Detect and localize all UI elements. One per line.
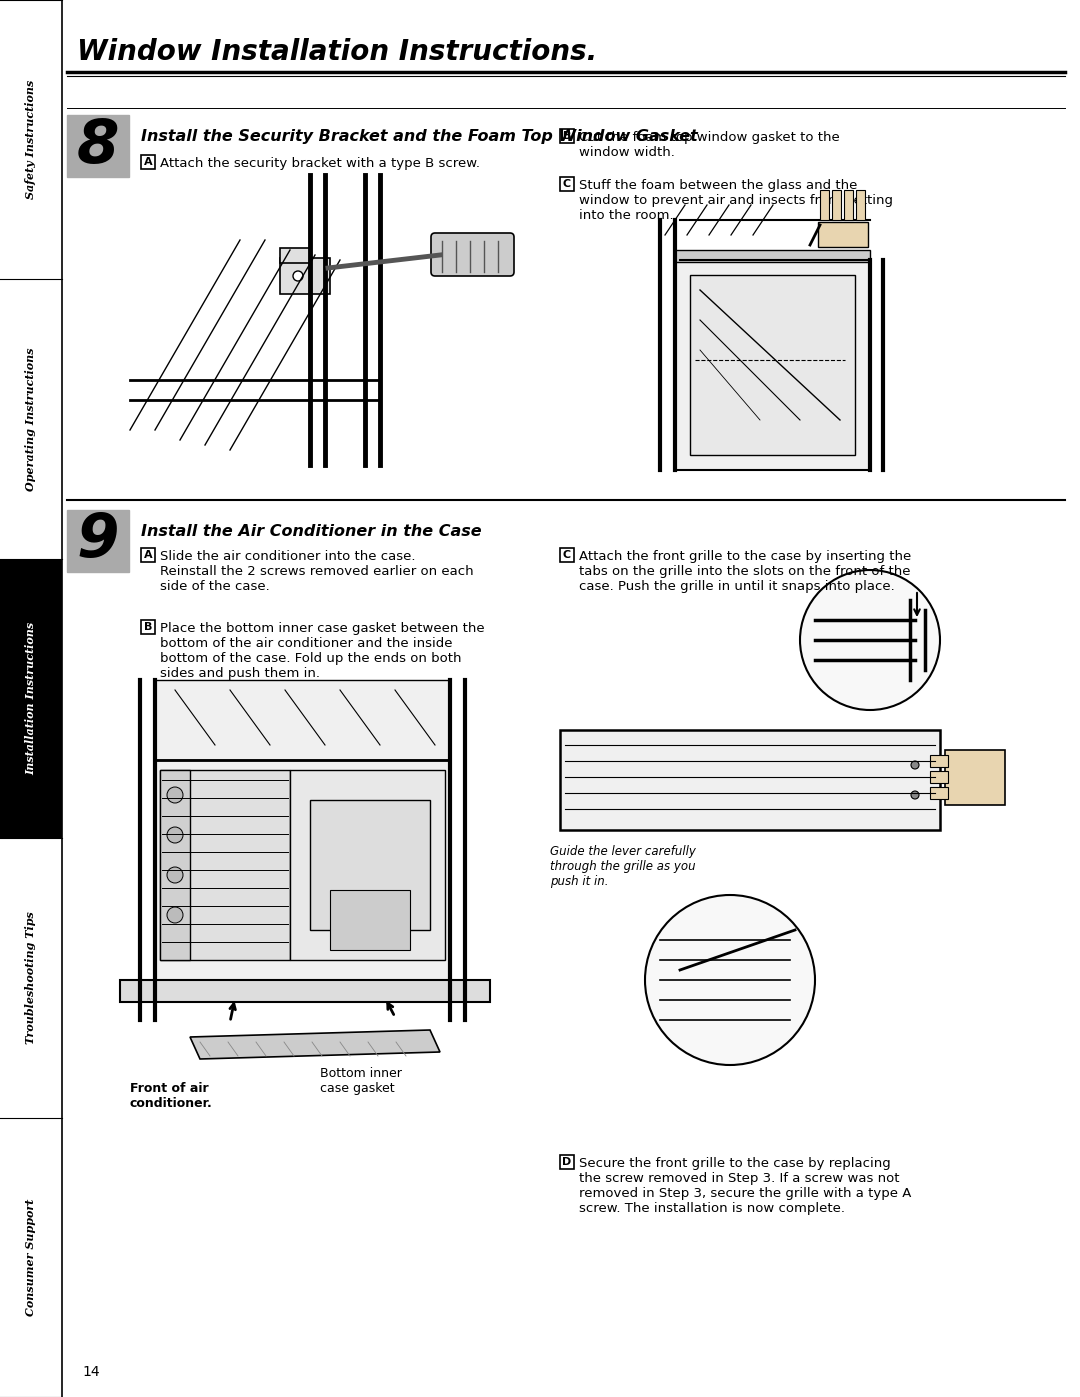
Circle shape (167, 868, 183, 883)
Bar (0, 838, 62, 1118)
Text: Window Installation Instructions.: Window Installation Instructions. (77, 38, 597, 66)
Bar (280, 258, 330, 293)
Bar (818, 222, 868, 247)
Bar (141, 620, 156, 634)
Bar (832, 190, 841, 219)
Text: D: D (563, 1157, 571, 1166)
Text: Bottom inner
case gasket: Bottom inner case gasket (320, 1067, 402, 1095)
Circle shape (167, 827, 183, 842)
Bar (561, 731, 940, 830)
Text: 8: 8 (77, 116, 119, 176)
Bar (843, 190, 853, 219)
Circle shape (912, 761, 919, 768)
Text: Safety Instructions: Safety Instructions (26, 80, 37, 200)
Bar (160, 770, 190, 960)
Bar (561, 129, 573, 142)
Text: Installation Instructions: Installation Instructions (26, 622, 37, 775)
Bar (67, 115, 129, 177)
Bar (0, 279, 62, 559)
Text: Cut the foam top window gasket to the
window width.: Cut the foam top window gasket to the wi… (579, 131, 840, 159)
Text: 9: 9 (77, 511, 119, 570)
Bar (561, 1155, 573, 1169)
Bar (120, 981, 490, 1002)
Bar (930, 754, 948, 767)
Bar (690, 275, 855, 455)
Text: Operating Instructions: Operating Instructions (26, 348, 37, 490)
Text: Troubleshooting Tips: Troubleshooting Tips (26, 911, 37, 1045)
Bar (856, 190, 865, 219)
Bar (310, 800, 430, 930)
Text: Guide the lever carefully
through the grille as you
push it in.: Guide the lever carefully through the gr… (550, 845, 696, 888)
Bar (0, 559, 62, 838)
Circle shape (645, 895, 815, 1065)
Text: Slide the air conditioner into the case.
Reinstall the 2 screws removed earlier : Slide the air conditioner into the case.… (160, 550, 474, 592)
Bar (156, 680, 450, 760)
Bar (160, 770, 291, 960)
Text: A: A (144, 550, 152, 560)
Text: Install the Air Conditioner in the Case: Install the Air Conditioner in the Case (141, 524, 482, 539)
Text: Attach the front grille to the case by inserting the
tabs on the grille into the: Attach the front grille to the case by i… (579, 550, 912, 592)
FancyBboxPatch shape (431, 233, 514, 277)
Circle shape (912, 791, 919, 799)
Text: C: C (563, 550, 571, 560)
Text: A: A (144, 156, 152, 168)
Polygon shape (190, 1030, 440, 1059)
Circle shape (293, 271, 303, 281)
Circle shape (167, 907, 183, 923)
Circle shape (167, 787, 183, 803)
Text: Attach the security bracket with a type B screw.: Attach the security bracket with a type … (160, 156, 480, 170)
Text: 14: 14 (82, 1365, 99, 1379)
Bar (156, 760, 450, 981)
Text: B: B (144, 622, 152, 631)
Bar (330, 890, 410, 950)
Text: Stuff the foam between the glass and the
window to prevent air and insects from : Stuff the foam between the glass and the… (579, 179, 893, 222)
Text: Install the Security Bracket and the Foam Top Window Gasket: Install the Security Bracket and the Foa… (141, 129, 698, 144)
Bar (930, 771, 948, 782)
Bar (67, 510, 129, 571)
Bar (280, 249, 310, 263)
Bar (291, 770, 445, 960)
Text: Place the bottom inner case gasket between the
bottom of the air conditioner and: Place the bottom inner case gasket betwe… (160, 622, 485, 680)
Bar (820, 190, 829, 219)
Circle shape (800, 570, 940, 710)
Bar (945, 750, 1005, 805)
Bar (675, 250, 870, 263)
Text: B: B (563, 131, 571, 141)
Text: Front of air
conditioner.: Front of air conditioner. (130, 1083, 213, 1111)
Text: Consumer Support: Consumer Support (26, 1199, 37, 1316)
Bar (141, 155, 156, 169)
Text: Secure the front grille to the case by replacing
the screw removed in Step 3. If: Secure the front grille to the case by r… (579, 1157, 912, 1215)
Bar (0, 0, 62, 279)
Bar (0, 1118, 62, 1397)
Bar (561, 548, 573, 562)
Bar (141, 548, 156, 562)
Bar (561, 177, 573, 191)
Text: C: C (563, 179, 571, 189)
Bar (930, 787, 948, 799)
Bar (675, 260, 870, 469)
